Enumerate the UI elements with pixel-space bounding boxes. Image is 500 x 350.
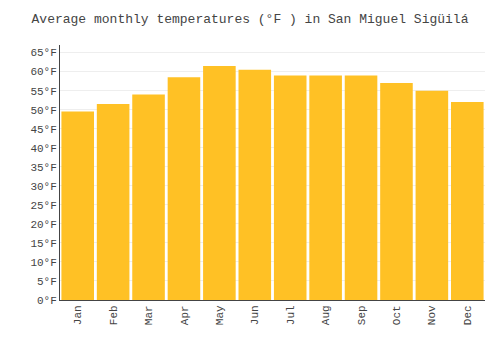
svg-text:25°F: 25°F xyxy=(30,200,56,212)
svg-text:5°F: 5°F xyxy=(37,276,57,288)
svg-text:50°F: 50°F xyxy=(30,105,56,117)
svg-text:40°F: 40°F xyxy=(30,143,56,155)
svg-text:Jul: Jul xyxy=(285,305,297,325)
svg-text:10°F: 10°F xyxy=(30,257,56,269)
svg-text:30°F: 30°F xyxy=(30,181,56,193)
svg-text:Jun: Jun xyxy=(249,305,261,325)
svg-text:Feb: Feb xyxy=(108,305,120,325)
svg-text:Nov: Nov xyxy=(426,305,438,325)
svg-text:Aug: Aug xyxy=(320,305,332,325)
svg-text:0°F: 0°F xyxy=(37,295,57,307)
svg-text:Dec: Dec xyxy=(462,305,474,325)
svg-text:Mar: Mar xyxy=(143,305,155,325)
svg-text:20°F: 20°F xyxy=(30,219,56,231)
svg-text:Jan: Jan xyxy=(72,305,84,325)
svg-text:35°F: 35°F xyxy=(30,162,56,174)
svg-text:45°F: 45°F xyxy=(30,124,56,136)
svg-text:60°F: 60°F xyxy=(30,66,56,78)
svg-text:65°F: 65°F xyxy=(30,47,56,59)
svg-text:Oct: Oct xyxy=(391,305,403,325)
svg-text:55°F: 55°F xyxy=(30,86,56,98)
svg-text:Sep: Sep xyxy=(356,305,368,325)
svg-text:15°F: 15°F xyxy=(30,238,56,250)
svg-text:Apr: Apr xyxy=(179,305,191,325)
svg-text:May: May xyxy=(214,305,226,325)
svg-text:Average monthly temperatures (: Average monthly temperatures (°F ) in Sa… xyxy=(32,12,469,27)
